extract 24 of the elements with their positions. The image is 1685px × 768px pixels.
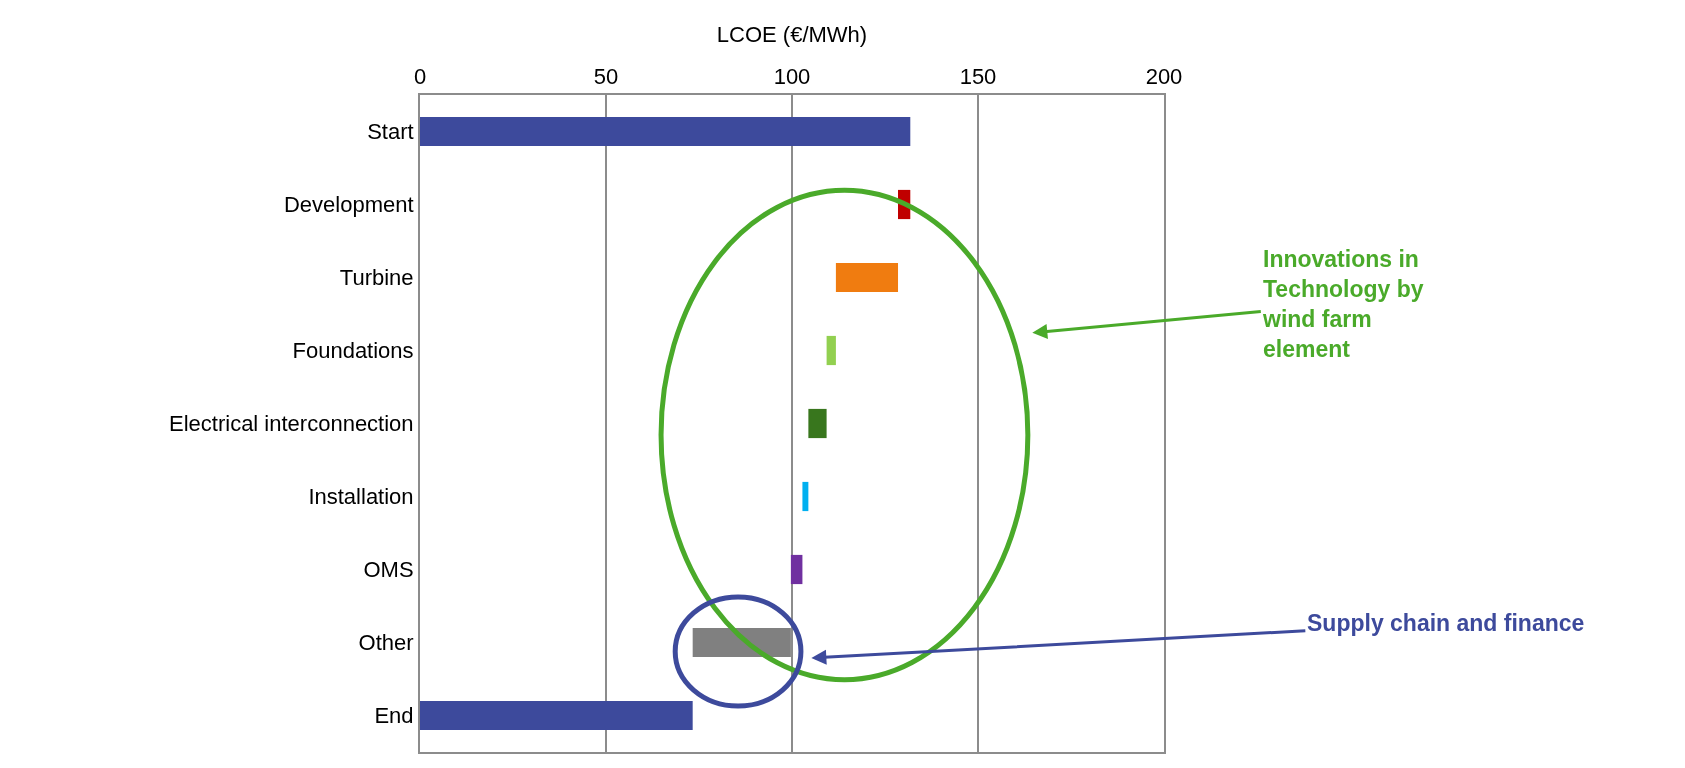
bar	[420, 116, 911, 147]
x-tick-label: 200	[1145, 64, 1183, 90]
y-tick-label: Foundations	[292, 338, 414, 364]
bar	[835, 262, 899, 293]
text: Innovations in Technology by wind farm element	[1262, 246, 1424, 362]
y-tick-label: Turbine	[339, 265, 414, 291]
x-tick-label: 100	[773, 64, 811, 90]
bar	[802, 481, 809, 512]
x-tick-label: 150	[959, 64, 997, 90]
bar	[808, 408, 827, 439]
x-tick-label: 0	[413, 64, 427, 90]
y-tick-label: Electrical interconnection	[169, 411, 414, 437]
y-tick-label: Installation	[308, 484, 414, 510]
y-tick-label: Other	[358, 630, 414, 656]
x-axis-title: LCOE (€/MWh)	[716, 21, 868, 47]
bar	[420, 700, 693, 731]
y-tick-label: Development	[283, 192, 414, 218]
text: Supply chain and finance	[1307, 610, 1585, 636]
y-tick-label: End	[374, 703, 414, 729]
bar	[826, 335, 836, 366]
y-tick-label: Start	[367, 119, 414, 145]
y-tick-label: OMS	[363, 557, 414, 583]
x-tick-label: 50	[593, 64, 619, 90]
bar	[790, 554, 803, 585]
